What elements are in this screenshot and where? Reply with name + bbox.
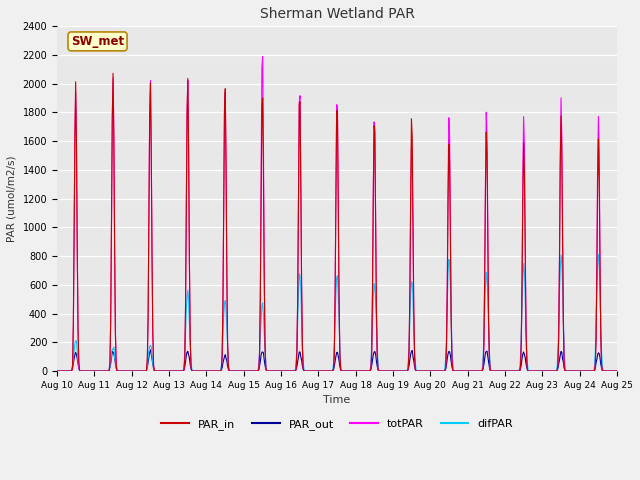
PAR_in bbox=[109, 71, 117, 76]
totPAR bbox=[259, 54, 266, 60]
PAR_out bbox=[63, 368, 71, 374]
PAR_in bbox=[179, 368, 186, 374]
Text: SW_met: SW_met bbox=[71, 35, 124, 48]
PAR_out bbox=[147, 347, 154, 353]
totPAR bbox=[63, 368, 71, 374]
difPAR bbox=[178, 368, 186, 374]
difPAR bbox=[53, 368, 61, 374]
PAR_out bbox=[422, 368, 430, 374]
totPAR bbox=[207, 368, 215, 374]
PAR_out bbox=[179, 368, 186, 374]
Y-axis label: PAR (umol/m2/s): PAR (umol/m2/s) bbox=[7, 156, 17, 242]
difPAR bbox=[595, 252, 602, 257]
PAR_out bbox=[121, 368, 129, 374]
Title: Sherman Wetland PAR: Sherman Wetland PAR bbox=[260, 7, 415, 21]
Line: difPAR: difPAR bbox=[57, 254, 617, 371]
PAR_in bbox=[63, 368, 71, 374]
difPAR bbox=[422, 368, 429, 374]
totPAR bbox=[121, 368, 129, 374]
totPAR bbox=[406, 294, 413, 300]
PAR_in bbox=[53, 368, 61, 374]
PAR_in bbox=[406, 285, 413, 290]
Line: PAR_out: PAR_out bbox=[57, 350, 617, 371]
difPAR bbox=[63, 368, 71, 374]
PAR_in bbox=[422, 368, 430, 374]
Legend: PAR_in, PAR_out, totPAR, difPAR: PAR_in, PAR_out, totPAR, difPAR bbox=[157, 415, 517, 434]
totPAR bbox=[53, 368, 61, 374]
totPAR bbox=[422, 368, 430, 374]
difPAR bbox=[405, 342, 413, 348]
PAR_out bbox=[208, 368, 216, 374]
totPAR bbox=[613, 368, 621, 374]
Line: totPAR: totPAR bbox=[57, 57, 617, 371]
PAR_in bbox=[122, 368, 129, 374]
difPAR bbox=[613, 368, 621, 374]
Line: PAR_in: PAR_in bbox=[57, 73, 617, 371]
totPAR bbox=[178, 368, 186, 374]
difPAR bbox=[121, 368, 129, 374]
X-axis label: Time: Time bbox=[323, 396, 351, 406]
PAR_out bbox=[613, 368, 621, 374]
PAR_out bbox=[406, 356, 413, 362]
PAR_out bbox=[53, 368, 61, 374]
PAR_in bbox=[613, 368, 621, 374]
PAR_in bbox=[208, 368, 216, 374]
difPAR bbox=[207, 368, 215, 374]
